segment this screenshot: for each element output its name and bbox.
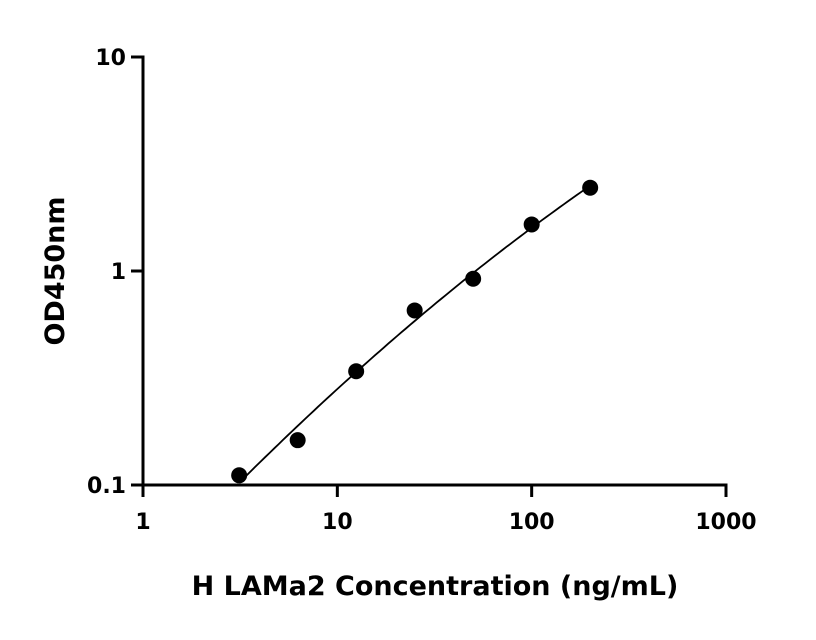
data-point: [465, 270, 482, 287]
x-tick-label: 1: [135, 510, 150, 535]
data-point: [231, 467, 248, 484]
data-point: [523, 216, 540, 233]
y-tick-label: 10: [95, 46, 126, 71]
x-axis-label: H LAMa2 Concentration (ng/mL): [192, 571, 679, 602]
y-axis-label: OD450nm: [40, 196, 71, 345]
data-point: [406, 302, 423, 319]
data-point: [289, 432, 306, 449]
y-tick-label: 0.1: [87, 474, 126, 499]
x-tick-labels: 1 10 100 1000: [135, 510, 756, 535]
data-point: [582, 179, 599, 196]
x-tick-label: 1000: [695, 510, 756, 535]
x-tick-label: 100: [509, 510, 555, 535]
y-tick-labels: 0.1 1 10: [87, 46, 126, 499]
data-point: [348, 363, 365, 380]
x-tick-label: 10: [322, 510, 353, 535]
data-points: [231, 179, 599, 484]
axes: [131, 55, 728, 497]
y-tick-label: 1: [111, 260, 126, 285]
